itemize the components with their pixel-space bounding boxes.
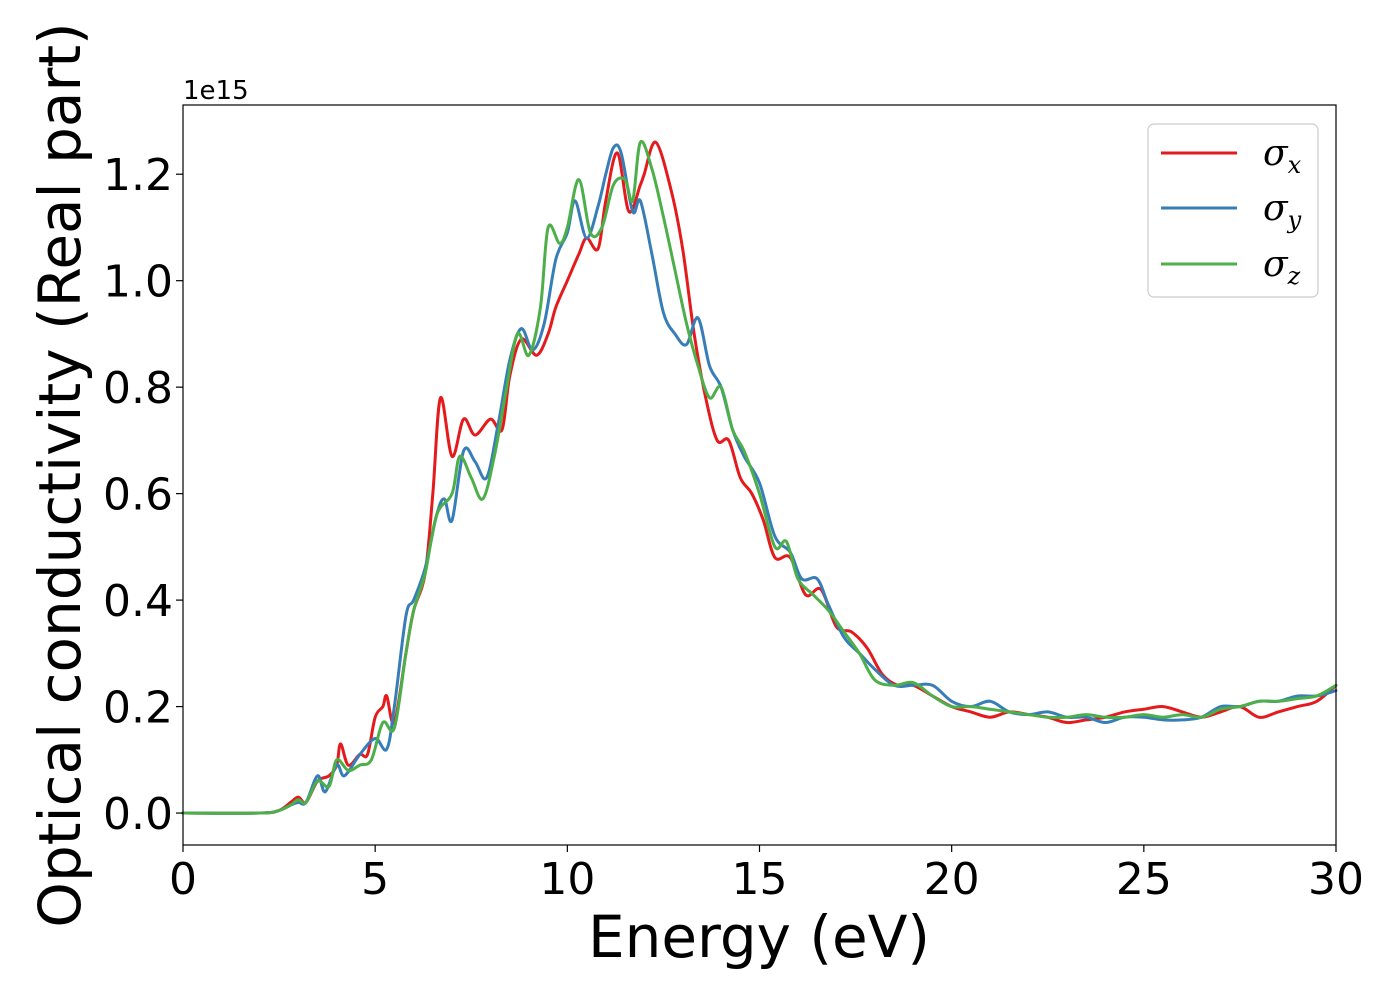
legend: σx σy σz [1147,123,1319,298]
series-line-sigma-x [181,140,1338,815]
legend-label: σz [1263,244,1301,290]
legend-entries: σx σy σz [1161,133,1302,290]
x-tick-label: 30 [1308,854,1364,905]
y-axis-ticks: 0.0 0.2 0.4 0.6 0.8 1.0 1.2 [103,150,183,840]
y-tick-label: 0.0 [103,789,173,840]
y-axis-label: Optical conductivity (Real part) [26,22,94,927]
series-layer [181,139,1338,815]
y-tick-label: 0.6 [103,470,173,521]
series-line-sigma-y [181,143,1338,815]
legend-box [1147,123,1319,298]
y-tick-label: 0.8 [103,363,173,414]
y-tick-label: 0.4 [103,576,173,627]
x-tick-label: 0 [169,854,197,905]
x-tick-label: 25 [1116,854,1172,905]
legend-label: σy [1263,188,1302,234]
y-tick-label: 1.0 [103,257,173,308]
y-tick-label: 0.2 [103,683,173,734]
x-axis-label: Energy (eV) [588,903,930,971]
x-tick-label: 20 [924,854,980,905]
x-tick-label: 5 [361,854,389,905]
x-tick-label: 15 [732,854,788,905]
x-tick-label: 10 [539,854,595,905]
x-axis-ticks: 0 5 10 15 20 25 30 [169,845,1364,905]
legend-label: σx [1263,133,1302,179]
y-axis-offset-label: 1e15 [183,76,249,106]
series-line-sigma-z [181,139,1338,815]
y-tick-label: 1.2 [103,150,173,201]
